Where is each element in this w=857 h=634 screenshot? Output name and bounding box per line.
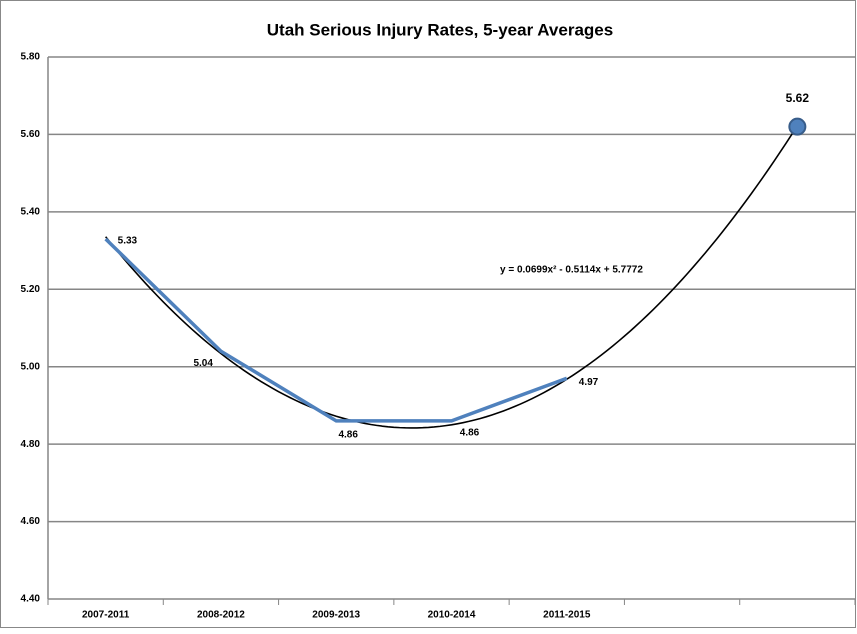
y-tick-label: 4.60 bbox=[21, 516, 41, 527]
y-tick-label: 5.80 bbox=[21, 52, 41, 63]
y-tick-label: 4.80 bbox=[21, 439, 41, 450]
chart-title: Utah Serious Injury Rates, 5-year Averag… bbox=[267, 20, 613, 39]
data-label: 4.97 bbox=[579, 377, 599, 388]
x-tick-label: 2011-2015 bbox=[543, 610, 591, 621]
data-label: 5.62 bbox=[786, 91, 810, 105]
trendline-label: y = 0.0699x² - 0.5114x + 5.7772 bbox=[500, 265, 643, 276]
data-label: 4.86 bbox=[460, 428, 480, 439]
x-tick-label: 2009-2013 bbox=[312, 610, 360, 621]
x-tick-label: 2010-2014 bbox=[428, 610, 476, 621]
data-label: 4.86 bbox=[338, 430, 358, 441]
y-tick-label: 5.20 bbox=[21, 284, 41, 295]
y-tick-label: 5.00 bbox=[21, 361, 41, 372]
y-tick-label: 5.60 bbox=[21, 129, 41, 140]
x-tick-label: 2008-2012 bbox=[197, 610, 245, 621]
trendline bbox=[105, 125, 799, 429]
x-tick-label: 2007-2011 bbox=[82, 610, 130, 621]
series-line bbox=[104, 237, 568, 423]
y-tick-label: 4.40 bbox=[21, 594, 41, 605]
data-label: 5.04 bbox=[193, 358, 213, 369]
data-label: 5.33 bbox=[118, 236, 138, 247]
marker bbox=[788, 117, 807, 136]
y-tick-label: 5.40 bbox=[21, 206, 41, 217]
